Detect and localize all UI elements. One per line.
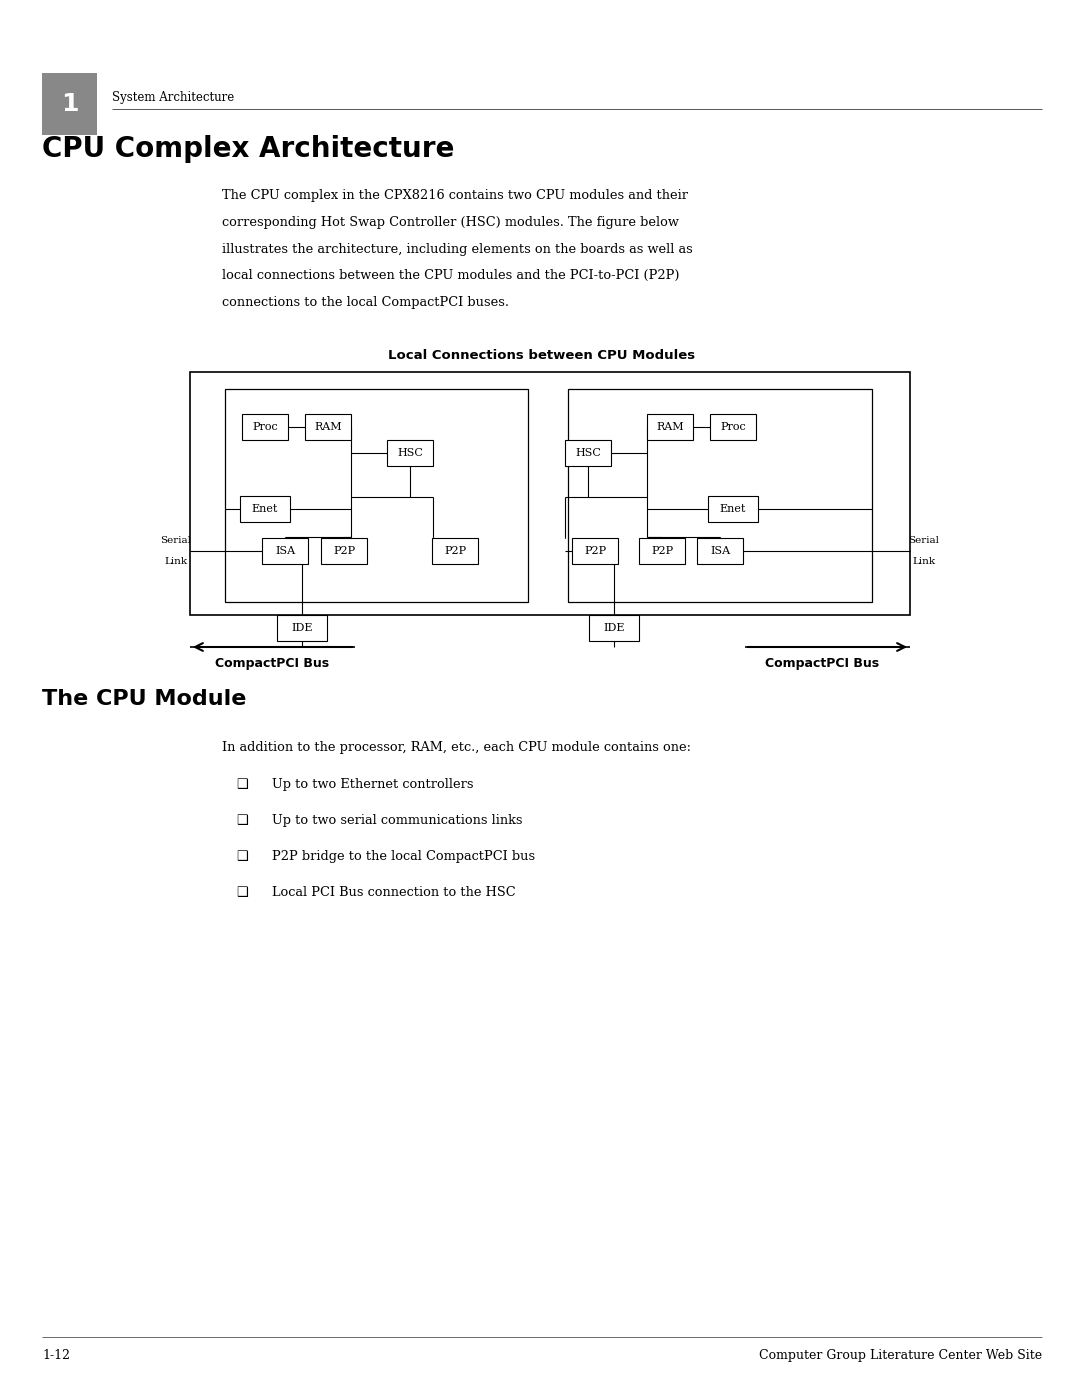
FancyBboxPatch shape [708,496,758,522]
Text: connections to the local CompactPCI buses.: connections to the local CompactPCI buse… [222,296,509,309]
FancyBboxPatch shape [321,538,367,564]
FancyBboxPatch shape [225,388,528,602]
Text: IDE: IDE [604,623,624,633]
Text: Link: Link [164,557,188,566]
Text: IDE: IDE [292,623,313,633]
Text: ❑: ❑ [237,849,248,862]
FancyBboxPatch shape [42,73,97,136]
Text: The CPU Module: The CPU Module [42,689,246,710]
FancyBboxPatch shape [647,414,693,440]
Text: Local Connections between CPU Modules: Local Connections between CPU Modules [389,349,696,362]
FancyBboxPatch shape [565,440,611,467]
Text: ISA: ISA [275,546,295,556]
Text: HSC: HSC [397,448,423,458]
Text: P2P: P2P [333,546,355,556]
Text: Serial: Serial [908,536,940,545]
Text: ISA: ISA [710,546,730,556]
Text: RAM: RAM [314,422,341,432]
Text: 1-12: 1-12 [42,1350,70,1362]
Text: corresponding Hot Swap Controller (HSC) modules. The figure below: corresponding Hot Swap Controller (HSC) … [222,215,679,229]
Text: local connections between the CPU modules and the PCI-to-PCI (P2P): local connections between the CPU module… [222,270,679,282]
Text: P2P: P2P [584,546,606,556]
FancyBboxPatch shape [305,414,351,440]
Text: Enet: Enet [719,504,746,514]
Text: ❑: ❑ [237,886,248,898]
FancyBboxPatch shape [710,414,756,440]
Text: System Architecture: System Architecture [112,91,234,103]
FancyBboxPatch shape [262,538,308,564]
Text: Link: Link [913,557,935,566]
Text: Computer Group Literature Center Web Site: Computer Group Literature Center Web Sit… [759,1350,1042,1362]
FancyBboxPatch shape [242,414,288,440]
FancyBboxPatch shape [589,615,639,641]
Text: In addition to the processor, RAM, etc., each CPU module contains one:: In addition to the processor, RAM, etc.,… [222,740,691,754]
Text: Proc: Proc [720,422,746,432]
Text: Proc: Proc [252,422,278,432]
FancyBboxPatch shape [240,496,291,522]
FancyBboxPatch shape [572,538,618,564]
Text: Up to two Ethernet controllers: Up to two Ethernet controllers [272,778,473,791]
Text: The CPU complex in the CPX8216 contains two CPU modules and their: The CPU complex in the CPX8216 contains … [222,189,688,203]
Text: Up to two serial communications links: Up to two serial communications links [272,813,523,827]
Text: RAM: RAM [657,422,684,432]
Text: ❑: ❑ [237,813,248,827]
Text: CompactPCI Bus: CompactPCI Bus [215,657,329,671]
Text: P2P: P2P [651,546,673,556]
FancyBboxPatch shape [387,440,433,467]
FancyBboxPatch shape [190,372,910,615]
Text: ❑: ❑ [237,778,248,791]
Text: 1: 1 [60,92,78,116]
Text: P2P bridge to the local CompactPCI bus: P2P bridge to the local CompactPCI bus [272,849,535,862]
FancyBboxPatch shape [568,388,872,602]
FancyBboxPatch shape [276,615,327,641]
Text: illustrates the architecture, including elements on the boards as well as: illustrates the architecture, including … [222,243,692,256]
Text: HSC: HSC [575,448,600,458]
Text: Serial: Serial [161,536,191,545]
Text: CPU Complex Architecture: CPU Complex Architecture [42,136,455,163]
FancyBboxPatch shape [697,538,743,564]
Text: CompactPCI Bus: CompactPCI Bus [765,657,879,671]
Text: Enet: Enet [252,504,279,514]
FancyBboxPatch shape [432,538,478,564]
Text: Local PCI Bus connection to the HSC: Local PCI Bus connection to the HSC [272,886,515,898]
FancyBboxPatch shape [639,538,685,564]
Text: P2P: P2P [444,546,467,556]
